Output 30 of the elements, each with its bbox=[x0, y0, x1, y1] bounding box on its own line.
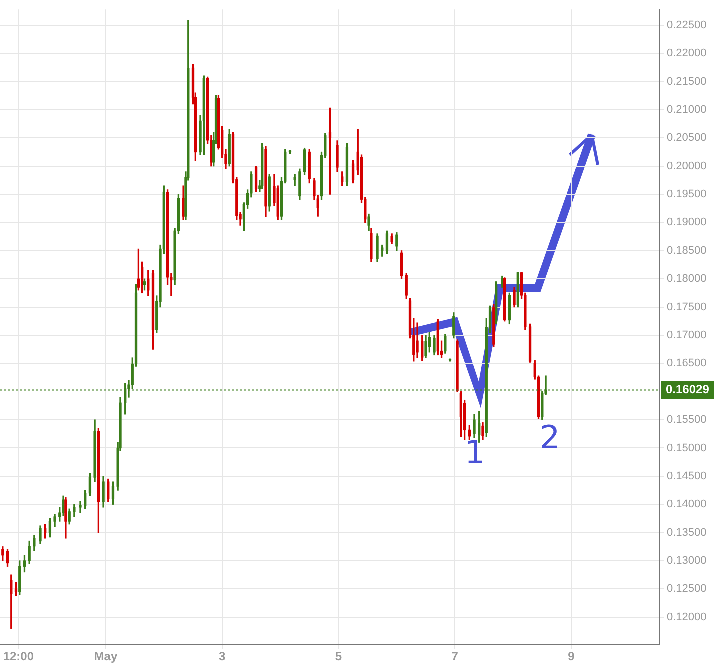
x-tick-label: 9 bbox=[568, 650, 576, 664]
y-tick-label: 0.19000 bbox=[667, 216, 707, 229]
annotation: 2 bbox=[540, 418, 560, 456]
y-tick-label: 0.13000 bbox=[667, 555, 707, 568]
y-tick-label: 0.21500 bbox=[667, 76, 707, 88]
x-tick-label: 12:00 bbox=[3, 650, 34, 664]
y-tick-label: 0.18000 bbox=[667, 273, 707, 286]
y-tick-label: 0.20000 bbox=[667, 160, 707, 172]
y-tick-label: 0.13500 bbox=[667, 526, 707, 539]
y-tick-label: 0.20500 bbox=[667, 132, 707, 144]
x-tick-label: 3 bbox=[219, 650, 226, 664]
y-tick-label: 0.19500 bbox=[667, 188, 707, 201]
y-tick-label: 0.16500 bbox=[667, 358, 707, 370]
y-tick-label: 0.12000 bbox=[667, 611, 707, 624]
y-tick-label: 0.14000 bbox=[667, 498, 707, 511]
x-tick-label: May bbox=[94, 650, 118, 664]
y-tick-label: 0.17500 bbox=[667, 301, 707, 314]
y-tick-label: 0.18500 bbox=[667, 244, 707, 257]
annotation: 1 bbox=[464, 433, 486, 472]
y-tick-label: 0.15500 bbox=[667, 414, 707, 426]
x-tick-label: 5 bbox=[335, 650, 342, 664]
y-tick-label: 0.12500 bbox=[667, 583, 707, 596]
x-tick-label: 7 bbox=[452, 650, 459, 664]
y-tick-label: 0.21000 bbox=[667, 104, 707, 116]
y-tick-label: 0.15000 bbox=[667, 442, 707, 454]
y-tick-label: 0.14500 bbox=[667, 470, 707, 482]
y-tick-label: 0.17000 bbox=[667, 330, 707, 342]
y-tick-label: 0.22000 bbox=[667, 48, 707, 60]
ref-line-label: 0.16029 bbox=[666, 382, 710, 397]
y-tick-label: 0.22500 bbox=[667, 19, 707, 32]
